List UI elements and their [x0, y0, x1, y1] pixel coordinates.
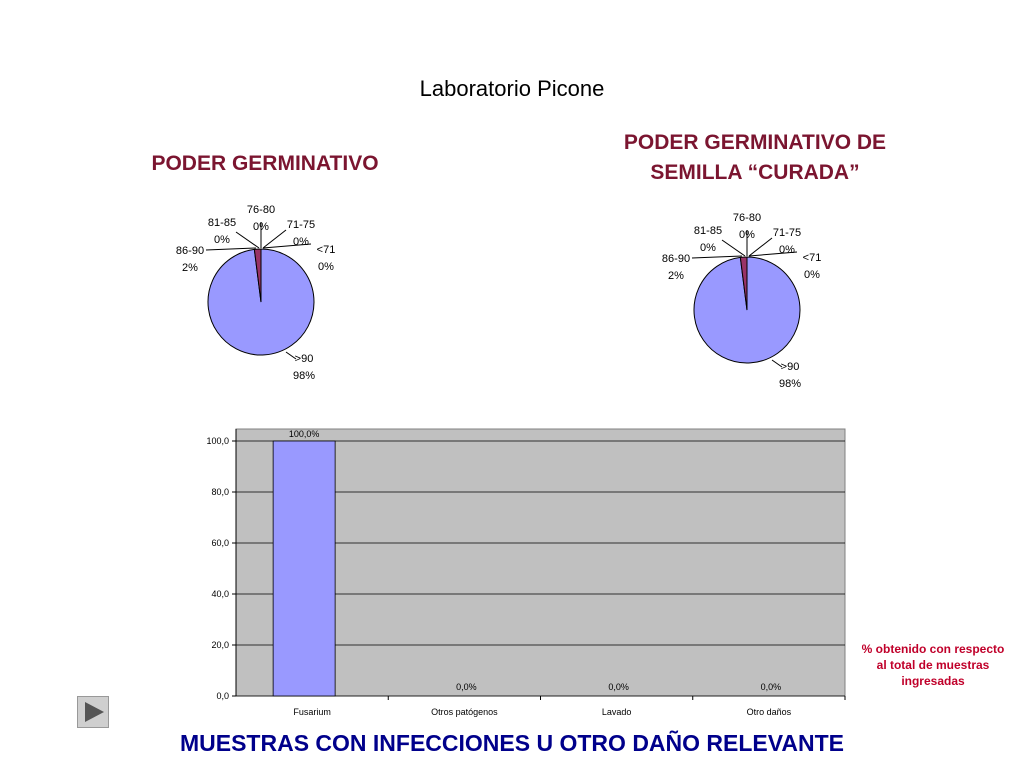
leader-line [205, 247, 257, 251]
pie-pct-label: 0% [779, 244, 795, 256]
pie1-title: PODER GERMINATIVO [151, 152, 379, 175]
leader-line [748, 251, 798, 257]
plot-area [235, 428, 846, 697]
leader-line [262, 243, 312, 249]
pie-label: 81-85 [208, 217, 236, 229]
pie-pct-label: 0% [293, 236, 309, 248]
pie-pct-label: 2% [668, 270, 684, 282]
pie2-title-line1: PODER GERMINATIVO DE [623, 131, 887, 154]
pie-chart-semilla-curada: >90 98% 86-90 2% 81-85 0% 76-80 0% 71-75 0% <71 0% [662, 212, 821, 390]
pie-chart-poder-germinativo: >90 98% 86-90 2% 81-85 0% 76-80 0% 71-75 0% <71 0% [176, 204, 335, 382]
page-title: Laboratorio Picone [419, 76, 605, 101]
pie-pct-label: 0% [253, 221, 269, 233]
leader-line [235, 231, 260, 249]
leader-line [262, 229, 287, 249]
pie2-title: PODER GERMINATIVO DE SEMILLA “CURADA” [570, 128, 940, 188]
y-tick-label: 100,0 [206, 436, 229, 446]
pie-pct-label: 0% [214, 234, 230, 246]
leader-line [285, 351, 297, 360]
pie-pct-label: 2% [182, 262, 198, 274]
pie-label: 71-75 [773, 227, 801, 239]
pie-label: 76-80 [247, 204, 275, 216]
pie-slice-86-90 [739, 256, 748, 311]
bar-data-label: 0,0% [761, 682, 782, 692]
pie2-title-line2: SEMILLA “CURADA” [650, 161, 860, 184]
bar-data-label: 0,0% [456, 682, 477, 692]
pie-slice-86-90 [253, 248, 262, 303]
bar-data-label: 100,0% [289, 429, 320, 439]
bottom-title: MUESTRAS CON INFECCIONES U OTRO DAÑO REL… [179, 730, 845, 756]
leader-line [748, 237, 773, 257]
pie-pct-label: 0% [804, 269, 820, 281]
pie-pct-label: 0% [700, 242, 716, 254]
pie-pct-label: 0% [739, 229, 755, 241]
pie-label: >90 [781, 361, 800, 373]
pie-label: 76-80 [733, 212, 761, 224]
footnote: % obtenido con respecto al total de mues… [861, 642, 1005, 688]
pie-label: 86-90 [662, 253, 690, 265]
pie-label: 86-90 [176, 245, 204, 257]
y-tick-label: 60,0 [211, 538, 229, 548]
x-tick-label: Fusarium [293, 707, 331, 717]
leader-line [691, 255, 743, 259]
bar-chart-infecciones: 0,0 20,0 40,0 60,0 80,0 100,0 100,0% Fusarium 0,… [206, 428, 846, 717]
leader-line [721, 239, 746, 257]
pie-label: <71 [803, 252, 822, 264]
x-tick-label: Otro daños [747, 707, 792, 717]
pie-label: >90 [295, 353, 314, 365]
pie-label: 81-85 [694, 225, 722, 237]
pie-label: <71 [317, 244, 336, 256]
y-tick-label: 20,0 [211, 640, 229, 650]
y-tick-label: 40,0 [211, 589, 229, 599]
pie-pct-label: 98% [293, 370, 315, 382]
pie-label: 71-75 [287, 219, 315, 231]
pie-pct-label: 0% [318, 261, 334, 273]
next-slide-button[interactable] [77, 696, 109, 728]
y-tick-label: 80,0 [211, 487, 229, 497]
x-tick-label: Otros patógenos [431, 707, 498, 717]
y-tick-label: 0,0 [216, 691, 229, 701]
bar-0 [272, 440, 336, 697]
x-tick-label: Lavado [602, 707, 632, 717]
play-arrow-icon [85, 702, 104, 722]
leader-line [771, 359, 783, 368]
pie-pct-label: 98% [779, 378, 801, 390]
bar-data-label: 0,0% [608, 682, 629, 692]
